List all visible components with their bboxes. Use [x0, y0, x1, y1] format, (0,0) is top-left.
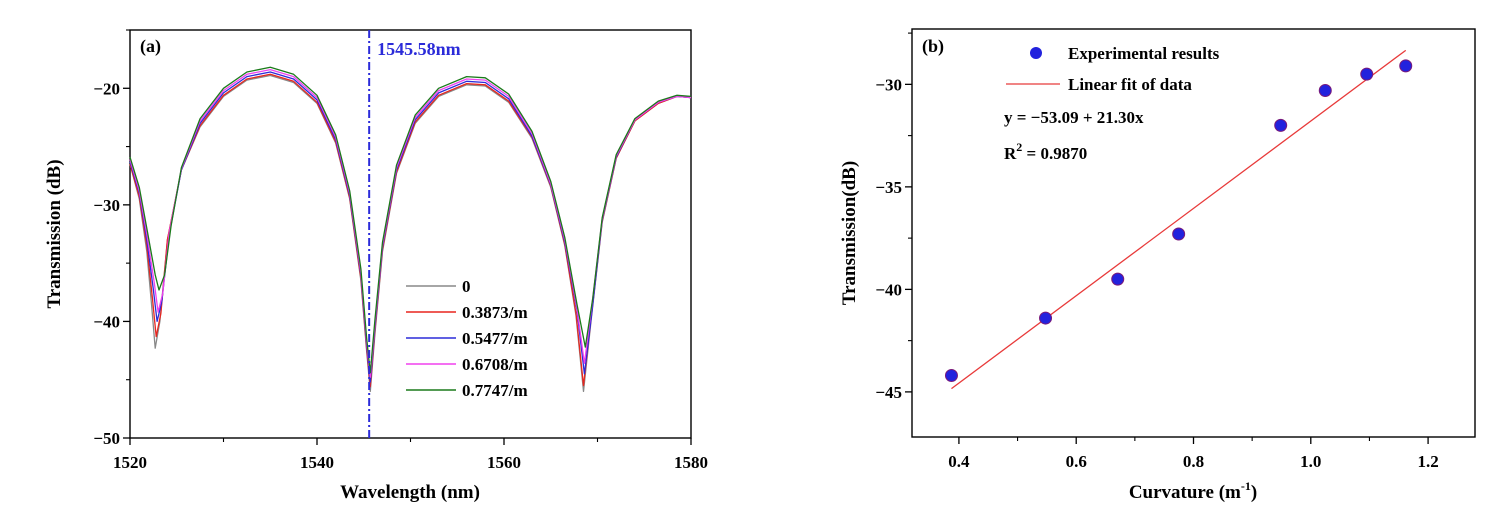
a-x-tick-label: 1540 — [300, 453, 334, 472]
fit-equation: y = −53.09 + 21.30x — [1004, 108, 1144, 127]
linear-fit-line — [951, 49, 1407, 390]
panel-a-label: (a) — [140, 36, 161, 57]
a-y-tick-label: −20 — [93, 79, 120, 98]
a-x-tick-label: 1560 — [487, 453, 521, 472]
x-label-superscript: -1 — [1241, 479, 1251, 493]
data-point — [1111, 272, 1125, 286]
series-line-0-3873-m — [129, 73, 692, 388]
legend-label-1: 0.3873/m — [462, 303, 528, 322]
series-line-0-7747-m — [129, 66, 692, 374]
legend-marker-experimental — [1030, 47, 1042, 59]
data-point — [1172, 227, 1186, 241]
legend-label-3: 0.6708/m — [462, 355, 528, 374]
panel-b-data-points — [944, 59, 1413, 382]
b-y-tick-label: −45 — [875, 383, 902, 402]
series-line-0 — [129, 74, 692, 393]
b-x-tick-label: 1.2 — [1417, 452, 1438, 471]
panel-b-ticks: 0.4 0.6 0.8 1.0 1.2 −45 −40 −35 −30 — [875, 32, 1439, 471]
b-x-tick-label: 0.8 — [1183, 452, 1204, 471]
x-label-close: ) — [1251, 482, 1257, 503]
b-x-tick-label: 1.0 — [1300, 452, 1321, 471]
b-x-tick-label: 0.6 — [1066, 452, 1087, 471]
x-label-main: Curvature (m — [1129, 482, 1241, 503]
r2-prefix: R — [1004, 144, 1017, 163]
panel-b-curvature-chart: 0.4 0.6 0.8 1.0 1.2 −45 −40 −35 −30 (b) Experime… — [839, 28, 1476, 503]
panel-a-annotation: 1545.58nm — [368, 30, 461, 438]
panel-b-label: (b) — [922, 36, 944, 57]
panel-a-y-axis-label: Transmission (dB) — [44, 159, 65, 308]
a-x-tick-label: 1580 — [674, 453, 708, 472]
b-y-tick-label: −30 — [875, 75, 902, 94]
legend-label-2: 0.5477/m — [462, 329, 528, 348]
b-y-tick-label: −35 — [875, 178, 902, 197]
a-y-tick-label: −30 — [93, 196, 120, 215]
panel-a-legend: 0 0.3873/m 0.5477/m 0.6708/m 0.7747/m — [406, 277, 528, 400]
series-line-0-5477-m — [129, 71, 692, 383]
b-x-tick-label: 0.4 — [948, 452, 970, 471]
data-point — [944, 368, 958, 382]
panel-b-x-axis-label: Curvature (m-1) — [1129, 479, 1257, 503]
series-line-0-6708-m — [129, 68, 692, 379]
a-y-tick-label: −50 — [93, 429, 120, 448]
r2-value: = 0.9870 — [1022, 144, 1087, 163]
r2-superscript: 2 — [1016, 140, 1022, 154]
panel-a-ticks: 1520 1540 1560 1580 −50 −40 −30 −20 — [93, 29, 708, 472]
panel-b-legend: Experimental results Linear fit of data — [1006, 44, 1220, 94]
legend-label-0: 0 — [462, 277, 471, 296]
data-point — [1274, 118, 1288, 132]
b-y-tick-label: −40 — [875, 280, 902, 299]
panel-b-y-axis-label: Transmission(dB) — [839, 161, 860, 305]
data-point — [1399, 59, 1413, 73]
data-point — [1360, 67, 1374, 81]
legend-label-fit: Linear fit of data — [1068, 75, 1192, 94]
panel-a-wavelength-chart: 1520 1540 1560 1580 −50 −40 −30 −20 1545.58nm (… — [44, 29, 708, 503]
data-point — [1318, 84, 1332, 98]
a-x-tick-label: 1520 — [113, 453, 147, 472]
panel-b-plot-frame — [911, 28, 1476, 438]
panel-a-plot-frame — [129, 29, 692, 439]
panel-a-series-lines — [129, 66, 692, 393]
legend-label-experimental: Experimental results — [1068, 44, 1220, 63]
panel-a-x-axis-label: Wavelength (nm) — [340, 482, 480, 503]
fit-r-squared: R2 = 0.9870 — [1004, 140, 1087, 163]
data-point — [1039, 311, 1053, 325]
wavelength-marker-label: 1545.58nm — [377, 39, 461, 59]
legend-label-4: 0.7747/m — [462, 381, 528, 400]
a-y-tick-label: −40 — [93, 312, 120, 331]
